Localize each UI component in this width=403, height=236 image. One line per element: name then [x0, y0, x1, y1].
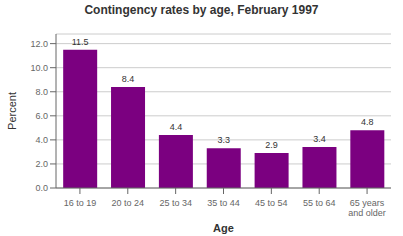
svg-text:4.8: 4.8 [361, 117, 374, 127]
svg-text:2.0: 2.0 [35, 159, 48, 169]
svg-text:Age: Age [213, 222, 234, 234]
svg-text:8.0: 8.0 [35, 87, 48, 97]
svg-text:20 to 24: 20 to 24 [112, 198, 145, 208]
svg-text:25 to 34: 25 to 34 [159, 198, 192, 208]
svg-text:4.4: 4.4 [170, 122, 183, 132]
svg-text:11.5: 11.5 [72, 37, 89, 47]
svg-text:2.9: 2.9 [265, 140, 278, 150]
svg-text:55 to 64: 55 to 64 [303, 198, 336, 208]
svg-text:0.0: 0.0 [35, 183, 48, 193]
svg-text:4.0: 4.0 [35, 135, 48, 145]
svg-text:Percent: Percent [8, 92, 18, 130]
svg-text:12.0: 12.0 [30, 39, 48, 49]
svg-text:45 to 54: 45 to 54 [255, 198, 288, 208]
svg-text:3.4: 3.4 [313, 134, 326, 144]
svg-text:6.0: 6.0 [35, 111, 48, 121]
svg-text:35 to 44: 35 to 44 [207, 198, 240, 208]
svg-text:8.4: 8.4 [122, 74, 135, 84]
svg-text:65 yearsand older: 65 yearsand older [348, 198, 386, 218]
html-text:Contingency rates by age, Febr: Contingency rates by age, February 1997 [84, 3, 319, 17]
svg-text:3.3: 3.3 [217, 135, 230, 145]
svg-text:10.0: 10.0 [30, 63, 48, 73]
svg-text:16 to 19: 16 to 19 [64, 198, 97, 208]
